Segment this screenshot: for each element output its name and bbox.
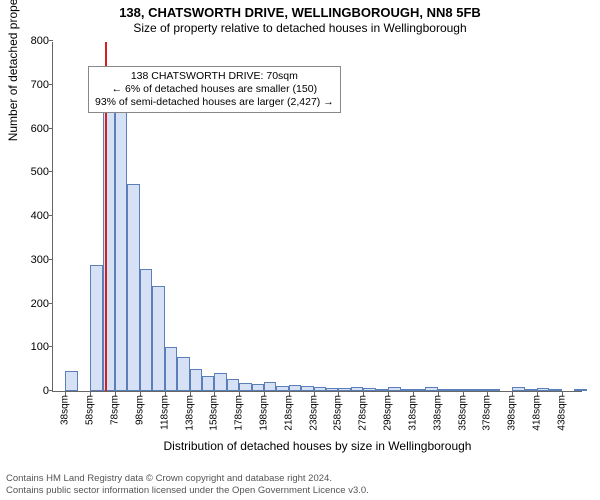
y-tick-mark — [49, 128, 53, 129]
y-tick-label: 400 — [31, 210, 49, 222]
histogram-bar — [338, 388, 350, 391]
y-tick-label: 100 — [31, 341, 49, 353]
y-tick-label: 0 — [43, 385, 49, 397]
histogram-bar — [165, 347, 177, 391]
histogram-bar — [475, 389, 487, 391]
x-tick-label: 418sqm — [532, 395, 543, 431]
x-tick-label: 38sqm — [60, 395, 71, 425]
histogram-bar — [127, 184, 139, 391]
histogram-bar — [388, 387, 400, 391]
histogram-bar — [487, 389, 499, 391]
histogram-bar — [463, 389, 475, 391]
histogram-bar — [413, 389, 425, 391]
histogram-bar — [227, 379, 239, 391]
x-tick-label: 278sqm — [358, 395, 369, 431]
x-tick-label: 98sqm — [134, 395, 145, 425]
histogram-bar — [115, 102, 127, 391]
histogram-bar — [140, 269, 152, 392]
histogram-bar — [363, 388, 375, 391]
y-tick-mark — [49, 259, 53, 260]
histogram-bar — [289, 385, 301, 391]
histogram-bar — [574, 389, 586, 391]
footer-line-2: Contains public sector information licen… — [6, 485, 369, 496]
y-tick-label: 300 — [31, 254, 49, 266]
x-tick-label: 158sqm — [209, 395, 220, 431]
y-tick-label: 500 — [31, 166, 49, 178]
y-tick-label: 800 — [31, 35, 49, 47]
x-tick-label: 438sqm — [556, 395, 567, 431]
histogram-bar — [537, 388, 549, 391]
histogram-plot: Number of detached properties Distributi… — [52, 42, 582, 392]
x-tick-label: 178sqm — [234, 395, 245, 431]
histogram-bar — [214, 373, 226, 391]
histogram-bar — [376, 389, 388, 391]
histogram-bar — [252, 384, 264, 391]
x-tick-label: 398sqm — [507, 395, 518, 431]
annotation-line: 93% of semi-detached houses are larger (… — [95, 96, 334, 109]
histogram-bar — [190, 369, 202, 391]
x-tick-label: 338sqm — [432, 395, 443, 431]
y-tick-mark — [49, 346, 53, 347]
histogram-bar — [512, 387, 524, 391]
footer-attribution: Contains HM Land Registry data © Crown c… — [6, 473, 369, 496]
page-title: 138, CHATSWORTH DRIVE, WELLINGBOROUGH, N… — [0, 0, 600, 20]
annotation-line: 138 CHATSWORTH DRIVE: 70sqm — [95, 70, 334, 83]
footer-line-1: Contains HM Land Registry data © Crown c… — [6, 473, 369, 484]
chart-area: Number of detached properties Distributi… — [52, 42, 582, 422]
x-tick-label: 138sqm — [184, 395, 195, 431]
histogram-bar — [177, 357, 189, 391]
y-tick-mark — [49, 390, 53, 391]
x-tick-label: 78sqm — [110, 395, 121, 425]
histogram-bar — [351, 387, 363, 391]
histogram-bar — [326, 388, 338, 392]
histogram-bar — [264, 382, 276, 391]
histogram-bar — [549, 389, 561, 391]
histogram-bar — [525, 389, 537, 391]
histogram-bar — [450, 389, 462, 391]
histogram-bar — [276, 386, 288, 391]
x-tick-label: 318sqm — [407, 395, 418, 431]
y-tick-mark — [49, 215, 53, 216]
x-tick-label: 218sqm — [283, 395, 294, 431]
y-tick-label: 700 — [31, 79, 49, 91]
histogram-bar — [239, 383, 251, 391]
y-tick-mark — [49, 303, 53, 304]
x-tick-label: 198sqm — [259, 395, 270, 431]
annotation-line: ← 6% of detached houses are smaller (150… — [95, 83, 334, 96]
x-tick-label: 58sqm — [85, 395, 96, 425]
histogram-bar — [401, 389, 413, 391]
histogram-bar — [301, 386, 313, 391]
x-tick-label: 298sqm — [383, 395, 394, 431]
y-tick-label: 200 — [31, 298, 49, 310]
x-tick-label: 238sqm — [308, 395, 319, 431]
x-tick-label: 258sqm — [333, 395, 344, 431]
y-axis-label: Number of detached properties — [6, 0, 20, 141]
x-tick-label: 358sqm — [457, 395, 468, 431]
histogram-bar — [90, 265, 102, 391]
histogram-bar — [202, 376, 214, 391]
histogram-bar — [65, 371, 77, 391]
histogram-bar — [438, 389, 450, 391]
histogram-bar — [314, 387, 326, 391]
x-tick-label: 378sqm — [482, 395, 493, 431]
x-tick-label: 118sqm — [159, 395, 170, 430]
histogram-bar — [425, 387, 437, 391]
x-axis-label: Distribution of detached houses by size … — [164, 439, 472, 453]
annotation-box: 138 CHATSWORTH DRIVE: 70sqm← 6% of detac… — [88, 66, 341, 113]
histogram-bar — [152, 286, 164, 391]
y-tick-mark — [49, 171, 53, 172]
y-tick-mark — [49, 40, 53, 41]
page-subtitle: Size of property relative to detached ho… — [0, 20, 600, 35]
y-tick-mark — [49, 84, 53, 85]
y-tick-label: 600 — [31, 123, 49, 135]
